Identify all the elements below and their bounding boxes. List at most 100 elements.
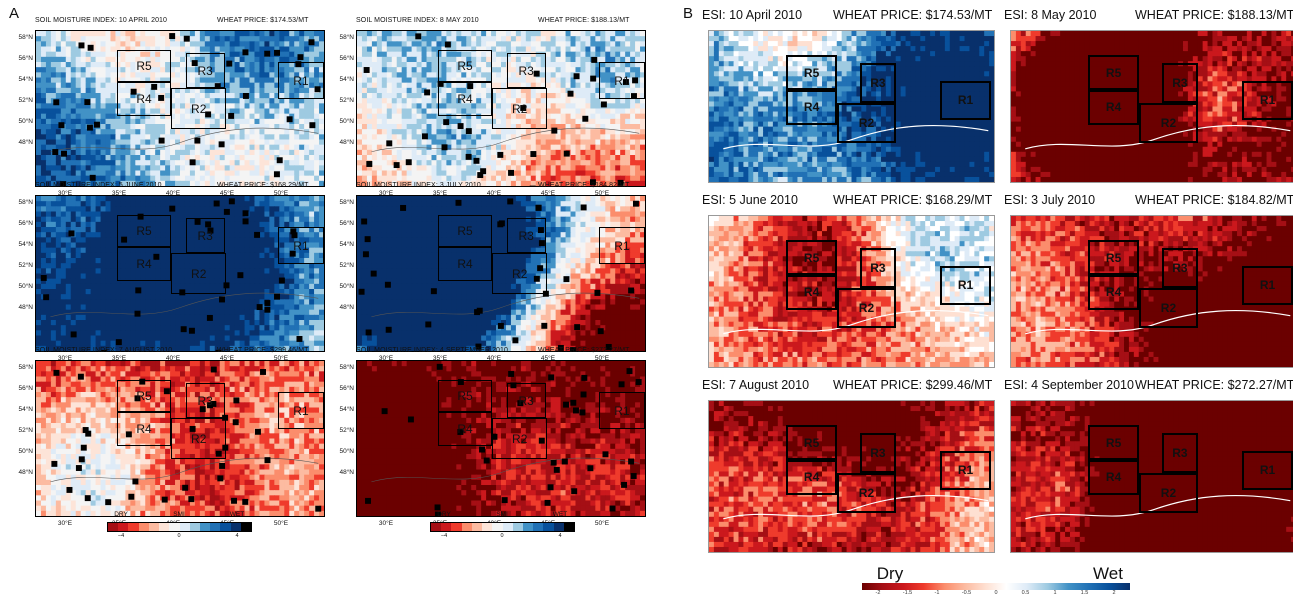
- colorbar-tick: -2: [876, 590, 881, 596]
- wheat-price: WHEAT PRICE: $168.29/MT: [217, 182, 309, 189]
- region-box-r5: [1087, 240, 1140, 275]
- lat-label: 48°N: [3, 469, 33, 476]
- region-label-r5: R5: [1106, 66, 1121, 80]
- region-label-r2: R2: [512, 102, 527, 116]
- colorbar-tick: 0.5: [1022, 590, 1030, 596]
- colorbar-swatch: [148, 523, 160, 531]
- colorbar-swatch: [199, 523, 211, 531]
- region-label-r1: R1: [1260, 278, 1275, 292]
- region-label-r3: R3: [198, 394, 213, 408]
- lat-label: 54°N: [324, 76, 354, 83]
- region-box-r1: [939, 265, 992, 306]
- colorbar-tick: -0.5: [962, 590, 971, 596]
- lat-label: 58°N: [324, 364, 354, 371]
- lon-label: 30°E: [50, 520, 80, 527]
- region-box-r2: [492, 253, 548, 294]
- lat-label: 56°N: [324, 55, 354, 62]
- lat-label: 56°N: [3, 55, 33, 62]
- region-label-r1: R1: [614, 239, 629, 253]
- colorbar-swatch: [533, 523, 544, 531]
- wheat-price: WHEAT PRICE: $299.46/MT: [833, 378, 992, 392]
- moisture-field: [36, 361, 324, 516]
- region-label-r2: R2: [191, 102, 206, 116]
- region-label-r1: R1: [958, 93, 973, 107]
- wheat-price: WHEAT PRICE: $168.29/MT: [833, 193, 992, 207]
- colorbar-swatch: [543, 523, 554, 531]
- map-title: ESI: 3 July 2010: [1004, 193, 1095, 207]
- moisture-field: [357, 196, 645, 351]
- colorbar-dry-label: DRY: [114, 511, 128, 518]
- map-title: SOIL MOISTURE INDEX: 7 AUGUST 2010: [35, 347, 172, 354]
- colorbar-tick: -1.5: [903, 590, 912, 596]
- colorbar-dry-label: Dry: [877, 564, 903, 584]
- colorbar-swatch: [471, 523, 483, 531]
- region-label-r3: R3: [519, 394, 534, 408]
- lon-label: 50°E: [266, 190, 296, 197]
- moisture-field: [1011, 31, 1293, 182]
- colorbar-tick: 1.5: [1081, 590, 1089, 596]
- colorbar-swatch: [108, 523, 119, 531]
- lon-label: 35°E: [425, 190, 455, 197]
- region-box-r3: [1162, 432, 1198, 474]
- lon-label: 45°E: [533, 355, 563, 362]
- region-label-r2: R2: [859, 116, 874, 130]
- lon-label: 40°E: [479, 190, 509, 197]
- colorbar-swatch: [240, 523, 252, 531]
- region-label-r2: R2: [859, 486, 874, 500]
- lat-label: 58°N: [3, 364, 33, 371]
- region-box-r1: [939, 80, 992, 121]
- lat-label: 56°N: [324, 220, 354, 227]
- panel-b-map-5: R5 R4 R3 R2 R1: [708, 400, 995, 553]
- lat-label: 50°N: [324, 283, 354, 290]
- region-label-r2: R2: [512, 432, 527, 446]
- region-box-r1: [277, 392, 324, 430]
- region-label-r4: R4: [1106, 285, 1121, 299]
- colorbar-swatch: [210, 523, 221, 531]
- colorbar-wet-label: Wet: [1093, 564, 1123, 584]
- region-box-r3: [506, 217, 546, 254]
- region-label-r4: R4: [804, 100, 819, 114]
- region-box-r5: [437, 49, 493, 83]
- wheat-price: WHEAT PRICE: $188.13/MT: [538, 17, 630, 24]
- region-box-r3: [1162, 247, 1198, 289]
- lat-label: 56°N: [324, 385, 354, 392]
- moisture-field: [36, 31, 324, 186]
- region-box-r3: [860, 62, 896, 104]
- region-box-r1: [1241, 265, 1293, 306]
- lat-label: 50°N: [3, 118, 33, 125]
- colorbar-tick: 4: [235, 533, 238, 539]
- region-box-r2: [1139, 103, 1198, 143]
- region-label-r4: R4: [457, 257, 472, 271]
- region-label-r5: R5: [804, 436, 819, 450]
- lat-label: 58°N: [324, 199, 354, 206]
- colorbar-dry-label: DRY: [437, 511, 451, 518]
- colorbar-tick: 0: [500, 533, 503, 539]
- colorbar-swatch: [230, 523, 241, 531]
- colorbar-tick: −4: [118, 533, 124, 539]
- colorbar-swatch: [220, 523, 231, 531]
- moisture-field: [709, 31, 994, 182]
- lon-label: 45°E: [212, 190, 242, 197]
- panel-b-map-6: R5 R4 R3 R2 R1: [1010, 400, 1293, 553]
- lon-label: 50°E: [266, 355, 296, 362]
- colorbar-swatch: [512, 523, 523, 531]
- colorbar-tick: 4: [558, 533, 561, 539]
- panel-a-map-5: R5 R4 R3 R2 R1: [35, 360, 325, 517]
- region-box-r1: [277, 62, 324, 100]
- lat-label: 48°N: [3, 304, 33, 311]
- region-box-r3: [1162, 62, 1198, 104]
- region-label-r2: R2: [1161, 486, 1176, 500]
- region-label-r3: R3: [870, 261, 885, 275]
- lat-label: 48°N: [324, 139, 354, 146]
- lon-label: 30°E: [50, 355, 80, 362]
- region-label-r4: R4: [136, 422, 151, 436]
- colorbar-mid-label: SMI: [173, 511, 185, 518]
- region-box-r4: [1087, 459, 1140, 495]
- lat-label: 58°N: [3, 34, 33, 41]
- panel-a-letter: A: [9, 5, 19, 22]
- moisture-field: [709, 216, 994, 367]
- region-label-r2: R2: [191, 267, 206, 281]
- colorbar-swatch: [169, 523, 180, 531]
- colorbar-a: [107, 522, 252, 532]
- lat-label: 54°N: [3, 76, 33, 83]
